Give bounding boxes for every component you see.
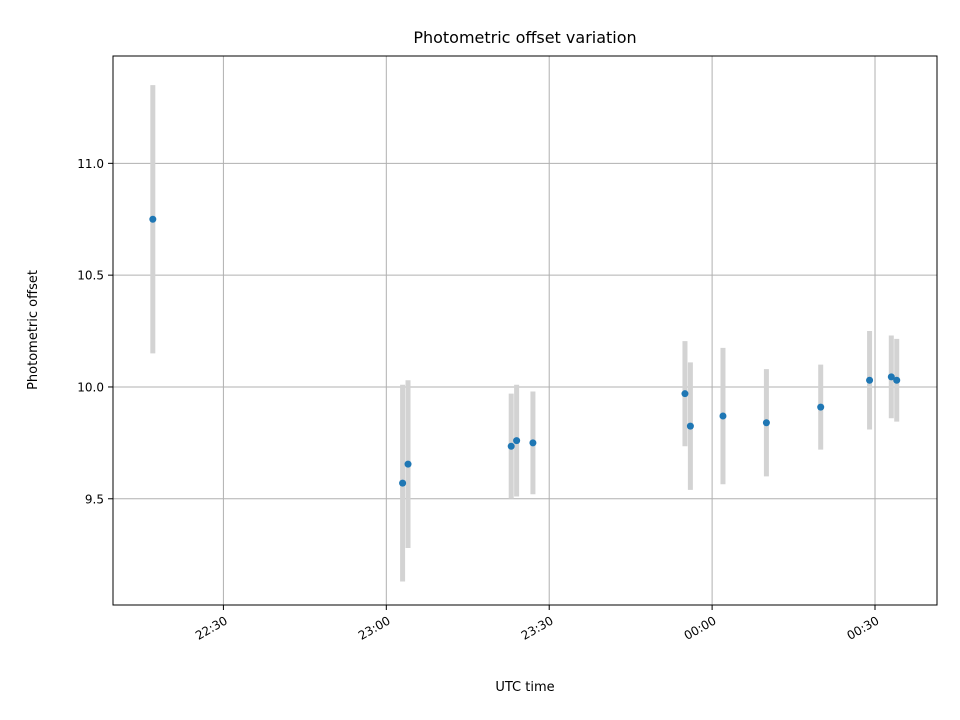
data-point bbox=[887, 373, 895, 381]
plot-frame bbox=[112, 55, 938, 606]
data-point bbox=[719, 412, 727, 420]
chart-title: Photometric offset variation bbox=[413, 28, 636, 47]
data-point bbox=[149, 215, 157, 223]
y-axis-label: Photometric offset bbox=[26, 270, 41, 390]
x-tick-label: 23:30 bbox=[519, 613, 556, 642]
data-point bbox=[404, 460, 412, 468]
data-point bbox=[399, 479, 407, 487]
data-point bbox=[507, 442, 515, 450]
y-tick-label: 11.0 bbox=[77, 157, 104, 171]
data-point bbox=[529, 439, 537, 447]
data-point bbox=[686, 422, 694, 430]
grid-layer bbox=[113, 56, 937, 605]
x-tick-label: 00:30 bbox=[845, 613, 882, 642]
y-tick-label: 9.5 bbox=[85, 492, 104, 506]
data-point bbox=[866, 376, 874, 384]
y-tick-label: 10.5 bbox=[77, 269, 104, 283]
data-point bbox=[513, 437, 521, 445]
x-tick-label: 22:30 bbox=[193, 613, 230, 642]
data-point bbox=[893, 376, 901, 384]
x-axis-label: UTC time bbox=[495, 680, 554, 695]
data-point bbox=[681, 390, 689, 398]
data-point bbox=[762, 419, 770, 427]
x-tick-label: 23:00 bbox=[356, 613, 393, 642]
error-bars bbox=[150, 85, 900, 582]
axis-ticks: 22:30 23:00 23:30 00:00 00:30 9.5 10.0 10.5 11.0 bbox=[77, 157, 881, 643]
data-points bbox=[149, 215, 901, 487]
x-tick-label: 00:00 bbox=[682, 613, 719, 642]
y-tick-label: 10.0 bbox=[77, 380, 104, 394]
data-point bbox=[817, 403, 825, 411]
